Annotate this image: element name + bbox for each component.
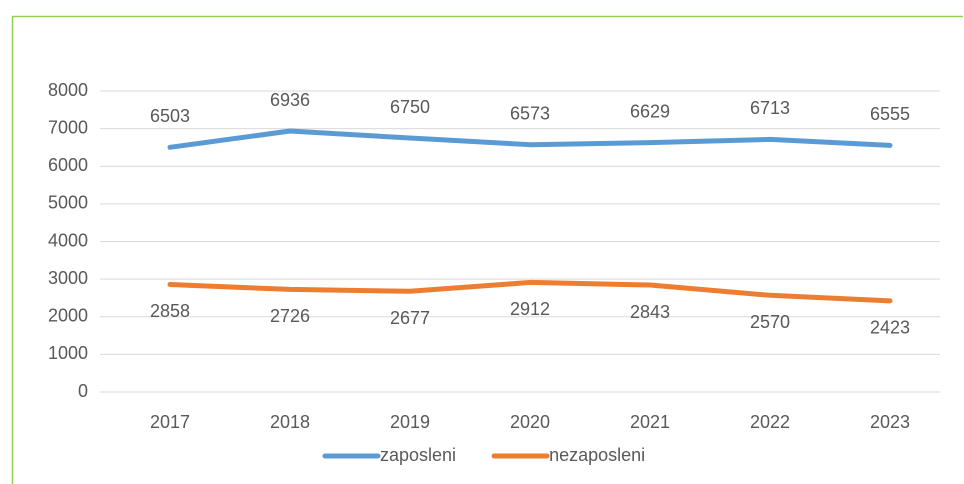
series-line [167, 279, 893, 304]
data-label: 2843 [630, 302, 670, 322]
x-tick-label: 2022 [750, 412, 790, 432]
series-line [167, 128, 893, 150]
y-tick-label: 8000 [48, 80, 88, 100]
data-label: 2858 [150, 301, 190, 321]
y-tick-label: 3000 [48, 268, 88, 288]
data-label: 6573 [510, 103, 550, 123]
x-tick-label: 2017 [150, 412, 190, 432]
data-label: 2726 [270, 306, 310, 326]
y-tick-label: 6000 [48, 155, 88, 175]
data-label: 6713 [750, 98, 790, 118]
data-label: 6555 [870, 104, 910, 124]
data-label: 2570 [750, 312, 790, 332]
data-label: 6750 [390, 97, 430, 117]
x-tick-label: 2020 [510, 412, 550, 432]
x-tick-label: 2018 [270, 412, 310, 432]
data-label: 2912 [510, 299, 550, 319]
chart-border [11, 15, 963, 484]
x-tick-label: 2021 [630, 412, 670, 432]
data-label: 6936 [270, 90, 310, 110]
legend-label: nezaposleni [549, 445, 645, 465]
y-tick-label: 7000 [48, 117, 88, 137]
x-tick-label: 2019 [390, 412, 430, 432]
legend-label: zaposleni [380, 445, 456, 465]
data-label: 2423 [870, 318, 910, 338]
data-label: 2677 [390, 308, 430, 328]
y-tick-label: 1000 [48, 343, 88, 363]
y-tick-label: 2000 [48, 306, 88, 326]
x-tick-label: 2023 [870, 412, 910, 432]
data-label: 6629 [630, 101, 670, 121]
data-label: 6503 [150, 106, 190, 126]
y-tick-label: 4000 [48, 230, 88, 250]
y-tick-label: 0 [78, 381, 88, 401]
y-tick-label: 5000 [48, 193, 88, 213]
